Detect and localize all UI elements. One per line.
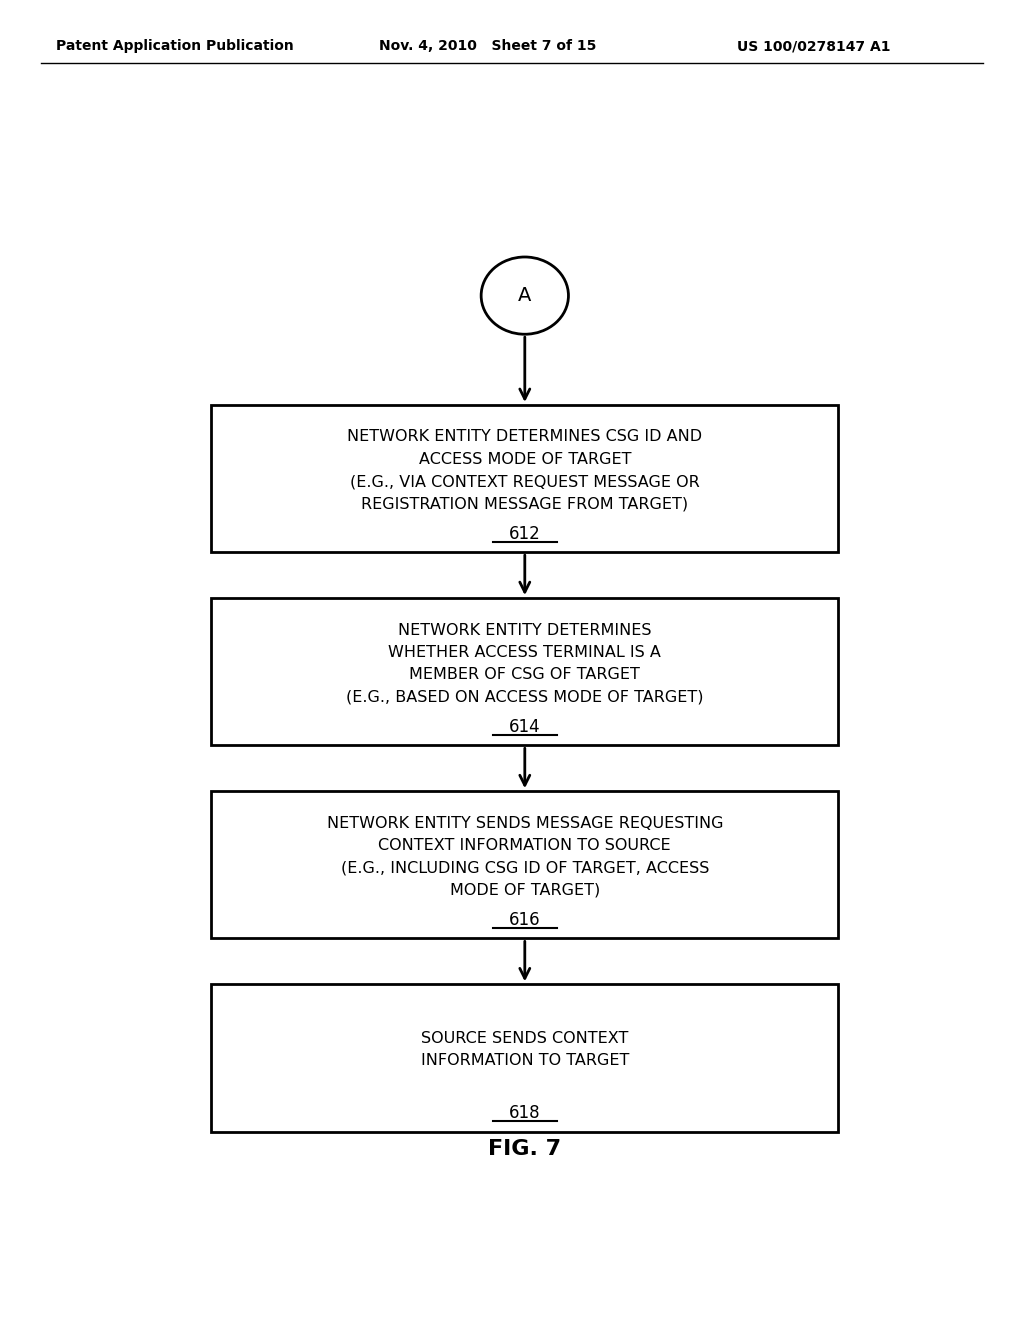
Text: ACCESS MODE OF TARGET: ACCESS MODE OF TARGET [419, 451, 631, 467]
FancyBboxPatch shape [211, 598, 839, 746]
Text: MODE OF TARGET): MODE OF TARGET) [450, 883, 600, 898]
Text: NETWORK ENTITY DETERMINES: NETWORK ENTITY DETERMINES [398, 623, 651, 638]
Text: Patent Application Publication: Patent Application Publication [56, 40, 294, 53]
Text: Nov. 4, 2010   Sheet 7 of 15: Nov. 4, 2010 Sheet 7 of 15 [379, 40, 596, 53]
Text: (E.G., VIA CONTEXT REQUEST MESSAGE OR: (E.G., VIA CONTEXT REQUEST MESSAGE OR [350, 474, 699, 490]
Text: 616: 616 [509, 911, 541, 929]
Text: SOURCE SENDS CONTEXT: SOURCE SENDS CONTEXT [421, 1031, 629, 1047]
FancyBboxPatch shape [211, 985, 839, 1131]
Text: INFORMATION TO TARGET: INFORMATION TO TARGET [421, 1053, 629, 1068]
Text: 612: 612 [509, 525, 541, 543]
Text: NETWORK ENTITY SENDS MESSAGE REQUESTING: NETWORK ENTITY SENDS MESSAGE REQUESTING [327, 816, 723, 830]
Text: 618: 618 [509, 1105, 541, 1122]
Text: US 100/0278147 A1: US 100/0278147 A1 [737, 40, 891, 53]
Text: CONTEXT INFORMATION TO SOURCE: CONTEXT INFORMATION TO SOURCE [379, 838, 671, 853]
Text: (E.G., BASED ON ACCESS MODE OF TARGET): (E.G., BASED ON ACCESS MODE OF TARGET) [346, 689, 703, 705]
Text: 614: 614 [509, 718, 541, 737]
Text: WHETHER ACCESS TERMINAL IS A: WHETHER ACCESS TERMINAL IS A [388, 645, 662, 660]
Text: NETWORK ENTITY DETERMINES CSG ID AND: NETWORK ENTITY DETERMINES CSG ID AND [347, 429, 702, 445]
Text: REGISTRATION MESSAGE FROM TARGET): REGISTRATION MESSAGE FROM TARGET) [361, 496, 688, 511]
FancyBboxPatch shape [211, 405, 839, 552]
Text: (E.G., INCLUDING CSG ID OF TARGET, ACCESS: (E.G., INCLUDING CSG ID OF TARGET, ACCES… [341, 861, 709, 875]
Text: FIG. 7: FIG. 7 [488, 1139, 561, 1159]
FancyBboxPatch shape [211, 791, 839, 939]
Text: MEMBER OF CSG OF TARGET: MEMBER OF CSG OF TARGET [410, 667, 640, 682]
Text: A: A [518, 286, 531, 305]
